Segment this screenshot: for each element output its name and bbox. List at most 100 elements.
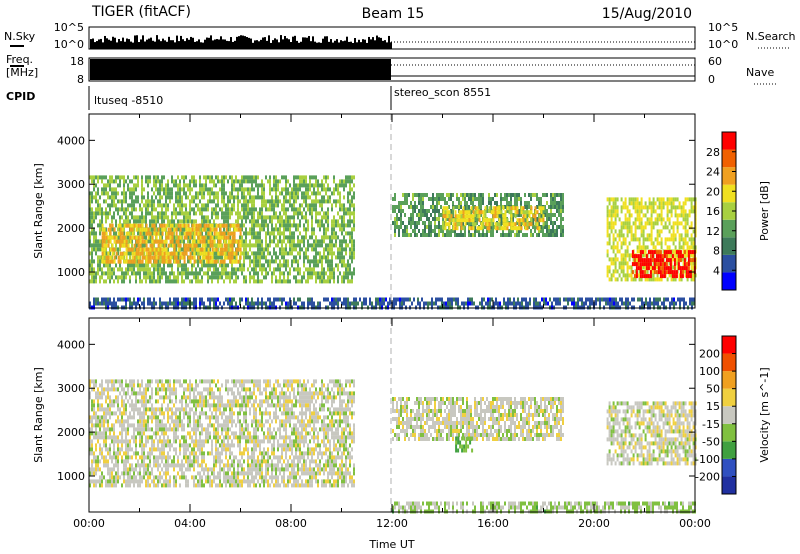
power-cell xyxy=(662,205,665,210)
power-cell xyxy=(464,233,466,237)
power-cell xyxy=(635,266,638,271)
power-cell xyxy=(265,243,267,248)
power-cell xyxy=(249,227,251,232)
power-cell xyxy=(187,239,189,244)
power-cell xyxy=(353,203,355,208)
power-cell xyxy=(205,243,207,248)
power-cell xyxy=(688,225,691,230)
power-cell xyxy=(458,222,461,227)
power-cell xyxy=(410,225,412,229)
power-cell xyxy=(161,255,164,260)
power-cell xyxy=(626,209,629,214)
power-cell xyxy=(347,301,349,306)
power-cell xyxy=(512,193,514,197)
power-cell xyxy=(522,222,525,227)
power-cell xyxy=(343,187,345,192)
power-cell xyxy=(265,215,267,220)
power-cell xyxy=(315,271,317,276)
power-cell xyxy=(620,221,623,226)
power-cell xyxy=(622,237,625,242)
power-cell xyxy=(225,251,227,256)
power-cell xyxy=(277,263,279,268)
power-cell xyxy=(339,191,341,196)
power-cell xyxy=(672,197,675,202)
power-cell xyxy=(666,209,669,214)
power-cell xyxy=(434,217,436,221)
power-cell xyxy=(251,243,253,248)
power-cell xyxy=(689,274,692,279)
power-cell xyxy=(287,227,289,232)
power-cell xyxy=(550,193,552,197)
power-cell xyxy=(323,247,325,252)
power-cell xyxy=(269,301,271,306)
power-cell xyxy=(95,175,97,180)
power-cell xyxy=(656,217,659,222)
power-cell xyxy=(677,262,680,267)
power-cell xyxy=(544,225,546,229)
power-cell xyxy=(488,226,491,231)
power-cell xyxy=(97,301,99,306)
power-cell xyxy=(149,255,152,260)
power-cell xyxy=(287,275,289,280)
power-cell xyxy=(249,243,251,248)
power-cell xyxy=(343,211,345,216)
noise-bar xyxy=(384,40,386,49)
power-cell xyxy=(265,259,267,264)
power-cell xyxy=(648,197,651,202)
power-cell xyxy=(187,267,189,272)
power-cell xyxy=(349,187,351,192)
power-cell xyxy=(251,231,253,236)
noise-bar xyxy=(326,36,328,49)
power-cell xyxy=(542,222,545,227)
power-cell xyxy=(111,175,113,180)
power-cell xyxy=(649,250,652,255)
power-cell xyxy=(650,217,653,222)
power-cell xyxy=(464,214,467,219)
power-cell xyxy=(672,225,675,230)
power-cell xyxy=(404,193,406,197)
power-cell xyxy=(101,275,103,280)
noise-bar xyxy=(252,42,254,49)
power-cell xyxy=(139,231,142,236)
power-cell xyxy=(123,191,125,196)
power-cell xyxy=(101,215,103,220)
power-cell xyxy=(496,222,499,227)
power-cell xyxy=(321,203,323,208)
power-cell xyxy=(626,277,629,282)
power-cell xyxy=(650,201,653,206)
power-cell xyxy=(213,183,215,188)
power-cell xyxy=(139,251,142,256)
power-cell xyxy=(424,233,426,237)
power-cell xyxy=(651,258,654,263)
power-cell xyxy=(678,221,681,226)
power-cell xyxy=(690,205,693,210)
power-cell xyxy=(293,297,295,302)
power-cell xyxy=(428,221,430,225)
power-cell xyxy=(159,227,161,232)
power-cell xyxy=(261,223,263,228)
power-cell xyxy=(263,267,265,272)
power-cell xyxy=(476,226,479,231)
power-cell xyxy=(676,229,679,234)
power-cell xyxy=(410,233,412,237)
power-cell xyxy=(281,207,283,212)
power-cell xyxy=(494,222,497,227)
noise-bar xyxy=(360,42,362,49)
power-cell xyxy=(185,275,187,280)
power-cell xyxy=(147,227,150,232)
power-cell xyxy=(225,243,228,248)
power-cell xyxy=(259,263,261,268)
power-cell xyxy=(392,209,394,213)
power-cell xyxy=(690,261,693,266)
power-cell xyxy=(546,229,548,233)
power-cell xyxy=(125,301,127,306)
power-cell xyxy=(299,207,301,212)
power-cell xyxy=(347,219,349,224)
power-cell xyxy=(119,297,121,302)
power-cell xyxy=(133,199,135,204)
power-cell xyxy=(243,187,245,192)
power-cell xyxy=(213,195,215,200)
power-cell xyxy=(269,207,271,212)
power-cell xyxy=(269,203,271,208)
power-cell xyxy=(185,301,187,306)
